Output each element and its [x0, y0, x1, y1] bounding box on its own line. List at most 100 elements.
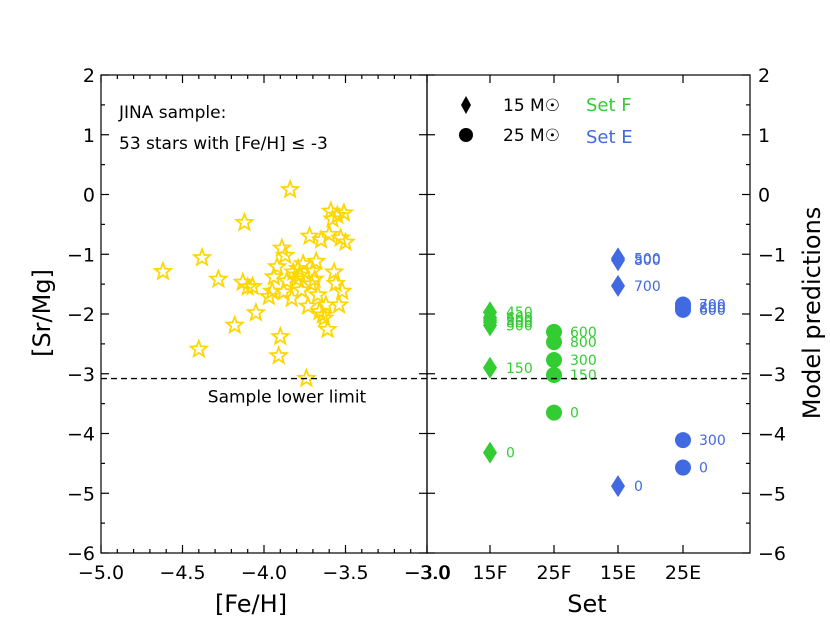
left-panel-points — [152, 178, 357, 388]
model-point-label: 300 — [699, 433, 726, 449]
model-point-label: 600 — [506, 311, 533, 327]
star-point — [224, 314, 246, 335]
left-y-tick-label: −3 — [67, 364, 95, 386]
star-point — [299, 225, 321, 246]
star-point — [313, 307, 335, 328]
left-y-tick-label: 2 — [83, 65, 95, 87]
legend-15msun-label: 15 M☉ — [503, 96, 560, 116]
left-y-tick-label: −1 — [67, 244, 95, 266]
left-x-axis-title: [Fe/H] — [215, 590, 287, 618]
right-y-tick-label: −2 — [758, 304, 786, 326]
model-point-label: 450 — [506, 305, 533, 321]
left-x-tick-label: −5.0 — [78, 562, 124, 584]
model-circle-point — [546, 366, 562, 383]
right-y-tick-label: 1 — [758, 125, 770, 147]
model-point-label: 0 — [634, 479, 643, 495]
star-point — [233, 211, 255, 232]
model-point-label: 500 — [506, 318, 533, 334]
model-circle-point — [546, 352, 562, 369]
model-point-label: 700 — [699, 297, 726, 313]
star-point — [292, 252, 314, 273]
right-y-tick-label: −6 — [758, 543, 786, 565]
model-diamond-point — [483, 356, 497, 379]
star-point — [331, 280, 353, 301]
star-point — [207, 268, 229, 289]
right-panel-ticks: 2 1 0 −1 −2 −3 −4 −5 −6 −3.0 15F 25F 15E 25E — [405, 65, 786, 584]
star-point — [312, 304, 334, 325]
left-panel-ticks: 2 1 0 −1 −2 −3 −4 −5 −6−5.0 −4.5 −4.0 −3.5 −3.0 — [67, 65, 450, 584]
star-point — [266, 255, 288, 276]
right-x-tick-label: 25F — [536, 562, 571, 584]
right-y-tick-label: 2 — [758, 65, 770, 87]
model-circle-point — [675, 301, 691, 318]
left-y-tick-label: 0 — [83, 185, 95, 207]
right-x-tick-label: 15F — [472, 562, 507, 584]
star-point — [276, 270, 298, 291]
model-diamond-point — [611, 475, 625, 498]
left-x-tick-label: −4.0 — [241, 562, 287, 584]
star-point — [333, 201, 355, 222]
star-point — [305, 250, 327, 271]
model-point-label: 700 — [634, 279, 661, 295]
star-point — [152, 260, 174, 281]
model-point-label: 150 — [570, 368, 597, 384]
model-point-label: 0 — [506, 446, 515, 462]
annotation-line-2: 53 stars with [Fe/H] ≤ -3 — [119, 134, 328, 154]
left-y-tick-label: 1 — [83, 125, 95, 147]
model-point-label: 0 — [570, 406, 579, 422]
right-panel-points: 4506003008005001500600800300150050080070… — [483, 247, 726, 498]
star-point — [325, 272, 347, 293]
star-point — [328, 293, 350, 314]
model-point-label: 800 — [634, 253, 661, 269]
star-point — [318, 223, 340, 244]
star-point — [279, 178, 301, 199]
model-point-label: 600 — [570, 325, 597, 341]
star-point — [315, 293, 337, 314]
model-circle-point — [546, 334, 562, 351]
star-point — [269, 325, 291, 346]
right-y-tick-label: 0 — [758, 185, 770, 207]
right-x-tick-label: 25E — [665, 562, 701, 584]
model-point-label: 500 — [634, 251, 661, 267]
model-circle-point — [675, 459, 691, 476]
star-point — [191, 246, 213, 267]
model-diamond-point — [483, 314, 497, 337]
legend-diamond-marker — [461, 96, 471, 114]
right-y-tick-label: −4 — [758, 424, 786, 446]
star-point — [307, 283, 329, 304]
star-point — [263, 265, 285, 286]
star-point — [245, 301, 267, 322]
left-y-tick-label: −4 — [67, 424, 95, 446]
model-point-label: 800 — [506, 315, 533, 331]
star-point — [317, 318, 339, 339]
left-y-tick-label: −5 — [67, 483, 95, 505]
left-y-tick-label: −6 — [67, 543, 95, 565]
model-point-label: 800 — [570, 335, 597, 351]
star-point — [242, 275, 264, 296]
model-point-label: 300 — [506, 313, 533, 329]
model-circle-point — [546, 404, 562, 421]
model-point-label: 0 — [699, 461, 708, 477]
left-y-tick-label: −2 — [67, 304, 95, 326]
star-point — [289, 264, 311, 285]
star-point — [268, 344, 290, 365]
right-x-tick-label-start: −3.0 — [405, 562, 451, 584]
left-x-tick-label: −3.0 — [404, 562, 450, 584]
model-circle-point — [675, 432, 691, 449]
model-point-label: 600 — [699, 303, 726, 319]
model-diamond-point — [483, 441, 497, 464]
star-point — [326, 204, 348, 225]
legend-circle-marker — [459, 128, 473, 142]
model-point-label: 150 — [506, 361, 533, 377]
model-diamond-point — [611, 249, 625, 272]
legend-25msun-label: 25 M☉ — [503, 126, 560, 146]
model-point-label: 300 — [570, 353, 597, 369]
sample-lower-limit-label: Sample lower limit — [208, 388, 367, 408]
annotation-line-1: JINA sample: — [118, 103, 226, 123]
legend-set-f-label: Set F — [586, 95, 632, 116]
star-point — [323, 261, 345, 282]
model-diamond-point — [611, 274, 625, 297]
star-point — [188, 338, 210, 359]
left-y-axis-title: [Sr/Mg] — [28, 269, 56, 357]
